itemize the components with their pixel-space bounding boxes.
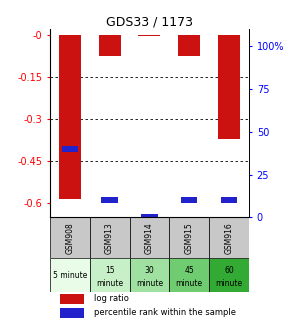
Bar [139, 35, 160, 36]
Text: minute: minute [216, 279, 243, 288]
Text: minute: minute [136, 279, 163, 288]
Text: GSM916: GSM916 [225, 222, 234, 254]
Bar [50, 259, 90, 292]
Bar [209, 217, 249, 259]
Bar [99, 35, 120, 56]
Bar [218, 35, 240, 139]
Text: minute: minute [96, 279, 123, 288]
Bar [60, 294, 84, 303]
Bar [181, 197, 197, 203]
Bar [101, 197, 118, 203]
Bar [60, 308, 84, 318]
Text: GSM915: GSM915 [185, 222, 194, 254]
Text: minute: minute [176, 279, 203, 288]
Bar [141, 215, 158, 220]
Text: 45: 45 [184, 266, 194, 275]
Text: GSM914: GSM914 [145, 222, 154, 254]
Text: GSM908: GSM908 [65, 222, 74, 254]
Bar [221, 197, 237, 203]
Text: 15: 15 [105, 266, 114, 275]
Bar [90, 217, 130, 259]
Title: GDS33 / 1173: GDS33 / 1173 [106, 15, 193, 28]
Bar [178, 35, 200, 56]
Bar [62, 146, 78, 152]
Text: 30: 30 [144, 266, 154, 275]
Bar [130, 259, 169, 292]
Bar [90, 259, 130, 292]
Bar [209, 259, 249, 292]
Bar [169, 217, 209, 259]
Text: log ratio: log ratio [94, 294, 129, 303]
Text: GSM913: GSM913 [105, 222, 114, 254]
Text: 5 minute: 5 minute [52, 271, 87, 280]
Text: percentile rank within the sample: percentile rank within the sample [94, 308, 236, 318]
Bar [59, 35, 81, 199]
Text: 60: 60 [224, 266, 234, 275]
Bar [169, 259, 209, 292]
Bar [50, 217, 90, 259]
Bar [130, 217, 169, 259]
